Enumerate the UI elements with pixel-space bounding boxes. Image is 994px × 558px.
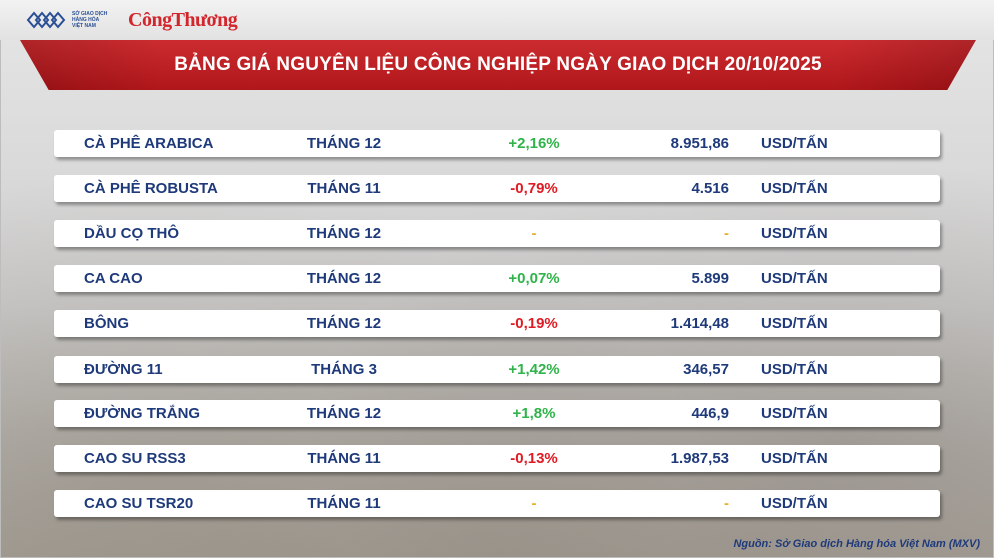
- table-row: CÀ PHÊ ARABICA THÁNG 12 +2,16% 8.951,86 USD/…: [54, 130, 940, 157]
- contract-month: THÁNG 12: [306, 270, 382, 287]
- source-note: Nguồn: Sở Giao dịch Hàng hóa Việt Nam (M…: [733, 538, 980, 550]
- price-change: +1,8%: [512, 405, 556, 422]
- price-change: -: [531, 495, 537, 512]
- top-bar: SỞ GIAO DỊCH HÀNG HÓA VIỆT NAM CôngThươn…: [0, 0, 994, 40]
- price-value: 1.987,53: [670, 450, 729, 467]
- commodity-name: CAO SU TSR20: [84, 495, 194, 512]
- price-value: 446,9: [691, 405, 729, 422]
- commodity-name: CÀ PHÊ ROBUSTA: [84, 180, 218, 197]
- title-banner: [20, 40, 976, 90]
- price-value: -: [724, 495, 729, 512]
- price-unit: USD/TẤN: [761, 225, 828, 242]
- price-value: 4.516: [691, 180, 729, 197]
- table-row: CÀ PHÊ ROBUSTA THÁNG 11 -0,79% 4.516 USD/TẤN: [54, 175, 940, 202]
- contract-month: THÁNG 12: [306, 225, 382, 242]
- contract-month: THÁNG 12: [306, 405, 382, 422]
- price-change: -: [531, 225, 537, 242]
- price-change: +0,07%: [508, 270, 560, 287]
- table-row: DẦU CỌ THÔ THÁNG 12 - - USD/TẤN: [54, 220, 940, 247]
- contract-month: THÁNG 11: [307, 180, 381, 197]
- price-change: +1,42%: [508, 361, 560, 378]
- commodity-name: ĐƯỜNG TRẮNG: [84, 405, 201, 422]
- price-unit: USD/TẤN: [761, 135, 828, 152]
- table-row: ĐƯỜNG TRẮNG THÁNG 12 +1,8% 446,9 USD/TẤN: [54, 400, 940, 427]
- commodity-name: DẦU CỌ THÔ: [84, 225, 179, 242]
- commodity-name: CÀ PHÊ ARABICA: [84, 135, 214, 152]
- price-unit: USD/TẤN: [761, 315, 828, 332]
- contract-month: THÁNG 11: [307, 450, 381, 467]
- price-unit: USD/TẤN: [761, 450, 828, 467]
- logo-line-1: SỞ GIAO DỊCH: [72, 11, 108, 17]
- mxv-logo-icon: [26, 11, 66, 29]
- commodity-name: CAO SU RSS3: [84, 450, 186, 467]
- logo-line-3: VIỆT NAM: [72, 23, 96, 29]
- price-change: -0,79%: [510, 180, 558, 197]
- contract-month: THÁNG 3: [311, 361, 377, 378]
- brand-logo: CôngThương: [128, 8, 238, 31]
- price-value: 346,57: [683, 361, 729, 378]
- price-unit: USD/TẤN: [761, 361, 828, 378]
- price-unit: USD/TẤN: [761, 180, 828, 197]
- commodity-name: BÔNG: [84, 315, 129, 332]
- price-unit: USD/TẤN: [761, 270, 828, 287]
- price-change: +2,16%: [508, 135, 560, 152]
- price-change: -0,13%: [510, 450, 558, 467]
- table-row: BÔNG THÁNG 12 -0,19% 1.414,48 USD/TẤN: [54, 310, 940, 337]
- price-value: -: [724, 225, 729, 242]
- page-title: BẢNG GIÁ NGUYÊN LIỆU CÔNG NGHIỆP NGÀY GI…: [174, 54, 822, 75]
- logo-line-2: HÀNG HÓA: [72, 17, 100, 23]
- price-unit: USD/TẤN: [761, 405, 828, 422]
- commodity-name: ĐƯỜNG 11: [84, 361, 163, 378]
- price-value: 5.899: [691, 270, 729, 287]
- table-row: CAO SU RSS3 THÁNG 11 -0,13% 1.987,53 USD/TẤN: [54, 445, 940, 472]
- mxv-logo-text: SỞ GIAO DỊCH HÀNG HÓA VIỆT NAM: [72, 11, 122, 29]
- contract-month: THÁNG 12: [306, 135, 382, 152]
- contract-month: THÁNG 12: [306, 315, 382, 332]
- table-row: ĐƯỜNG 11 THÁNG 3 +1,42% 346,57 USD/TẤN: [54, 356, 940, 383]
- table-row: CAO SU TSR20 THÁNG 11 - - USD/TẤN: [54, 490, 940, 517]
- price-value: 8.951,86: [670, 135, 729, 152]
- price-value: 1.414,48: [670, 315, 729, 332]
- price-unit: USD/TẤN: [761, 495, 828, 512]
- price-change: -0,19%: [510, 315, 558, 332]
- commodity-name: CA CAO: [84, 270, 143, 287]
- logo: SỞ GIAO DỊCH HÀNG HÓA VIỆT NAM CôngThươn…: [26, 8, 238, 32]
- contract-month: THÁNG 11: [307, 495, 381, 512]
- table-row: CA CAO THÁNG 12 +0,07% 5.899 USD/TẤN: [54, 265, 940, 292]
